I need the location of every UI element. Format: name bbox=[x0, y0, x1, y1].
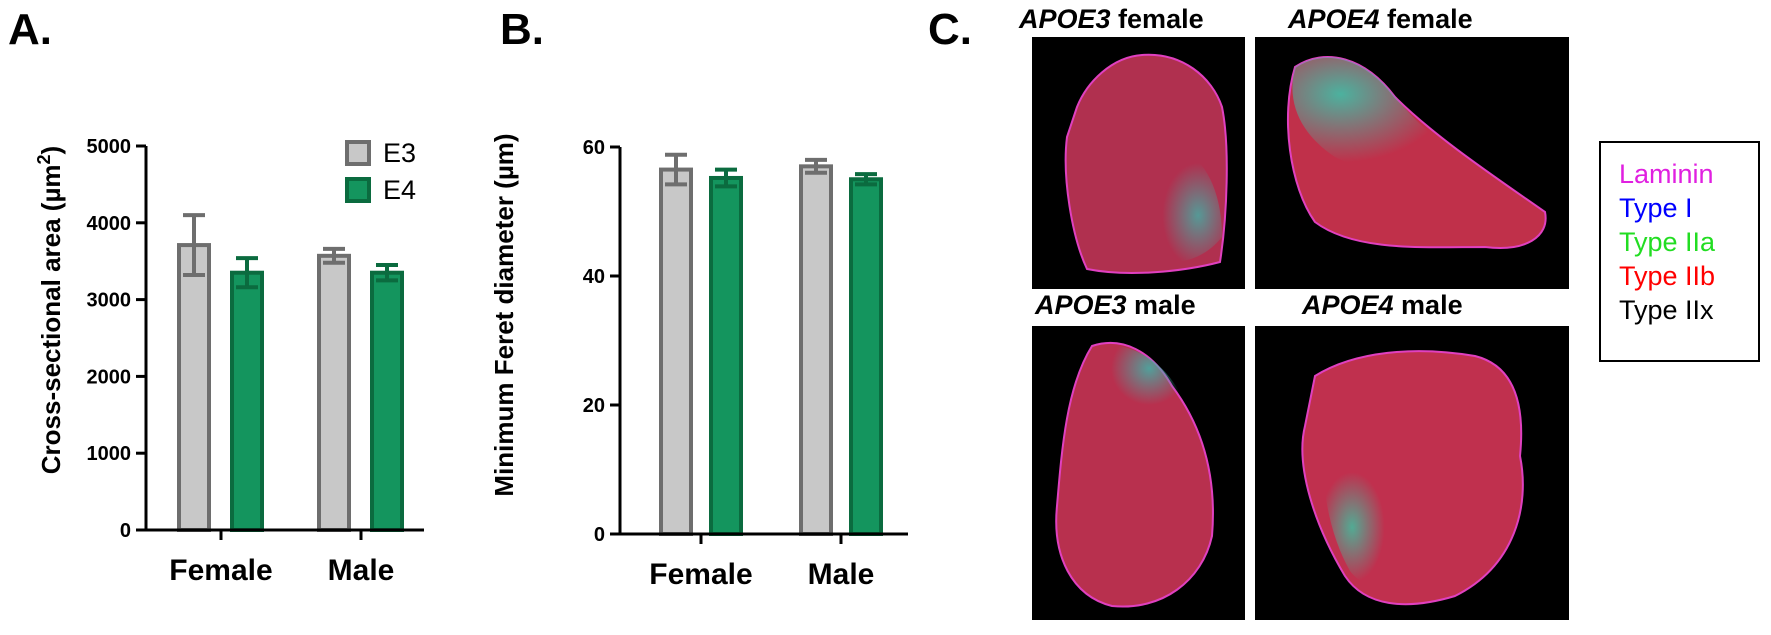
y-tick-label: 0 bbox=[594, 524, 605, 546]
category-label: Male bbox=[808, 558, 875, 591]
image-title-apoe3-female: APOE3 female bbox=[1019, 4, 1204, 34]
stain-legend-item: Laminin bbox=[1619, 159, 1714, 189]
bar bbox=[177, 243, 211, 533]
micrograph-apoe4-male bbox=[1255, 326, 1569, 620]
category-label: Female bbox=[169, 554, 272, 587]
panel-label-a: A. bbox=[8, 5, 52, 54]
legend-label: E3 bbox=[383, 138, 416, 168]
bar bbox=[659, 167, 693, 536]
stain-legend: Laminin Type I Type IIa Type IIb Type II… bbox=[1599, 141, 1760, 362]
y-axis-title: Cross-sectional area (µm2) bbox=[34, 146, 66, 474]
y-tick-label: 5000 bbox=[87, 136, 132, 158]
stain-legend-item: Type I bbox=[1619, 193, 1693, 223]
bar bbox=[370, 270, 404, 532]
y-tick-label: 1000 bbox=[87, 443, 132, 465]
y-tick-label: 40 bbox=[583, 266, 605, 288]
category-label: Male bbox=[328, 554, 395, 587]
bar bbox=[230, 270, 264, 532]
y-tick-label: 0 bbox=[120, 520, 131, 542]
bar bbox=[799, 164, 833, 536]
bar bbox=[709, 175, 743, 537]
bar bbox=[849, 177, 883, 536]
category-label: Female bbox=[649, 558, 752, 591]
y-axis-title: Minimum Feret diameter (µm) bbox=[489, 133, 519, 496]
image-title-apoe3-male: APOE3 male bbox=[1035, 290, 1196, 320]
stain-legend-item: Type IIa bbox=[1619, 227, 1716, 257]
legend-swatch bbox=[345, 177, 371, 203]
bar bbox=[317, 253, 351, 532]
panel-label-c: C. bbox=[928, 5, 972, 54]
micrograph-apoe4-female bbox=[1255, 37, 1569, 289]
micrograph-apoe3-female bbox=[1032, 37, 1245, 289]
y-tick-label: 20 bbox=[583, 395, 605, 417]
cross-sectional-area-chart: Cross-sectional area (µm2) 0 1000 2000 3000… bbox=[34, 136, 424, 587]
stain-legend-item: Type IIb bbox=[1619, 261, 1716, 291]
panel-label-b: B. bbox=[500, 5, 544, 54]
image-title-apoe4-female: APOE4 female bbox=[1288, 4, 1473, 34]
micrograph-apoe3-male bbox=[1032, 326, 1245, 620]
feret-diameter-chart: Minimum Feret diameter (µm) 0 20 40 60 Fema… bbox=[489, 133, 908, 591]
legend-swatch bbox=[345, 140, 371, 166]
y-tick-label: 3000 bbox=[87, 290, 132, 312]
stain-legend-item: Type IIx bbox=[1619, 295, 1714, 325]
image-title-apoe4-male: APOE4 male bbox=[1302, 290, 1463, 320]
y-tick-label: 4000 bbox=[87, 213, 132, 235]
y-tick-label: 60 bbox=[583, 137, 605, 159]
y-tick-label: 2000 bbox=[87, 366, 132, 388]
legend-label: E4 bbox=[383, 175, 416, 205]
